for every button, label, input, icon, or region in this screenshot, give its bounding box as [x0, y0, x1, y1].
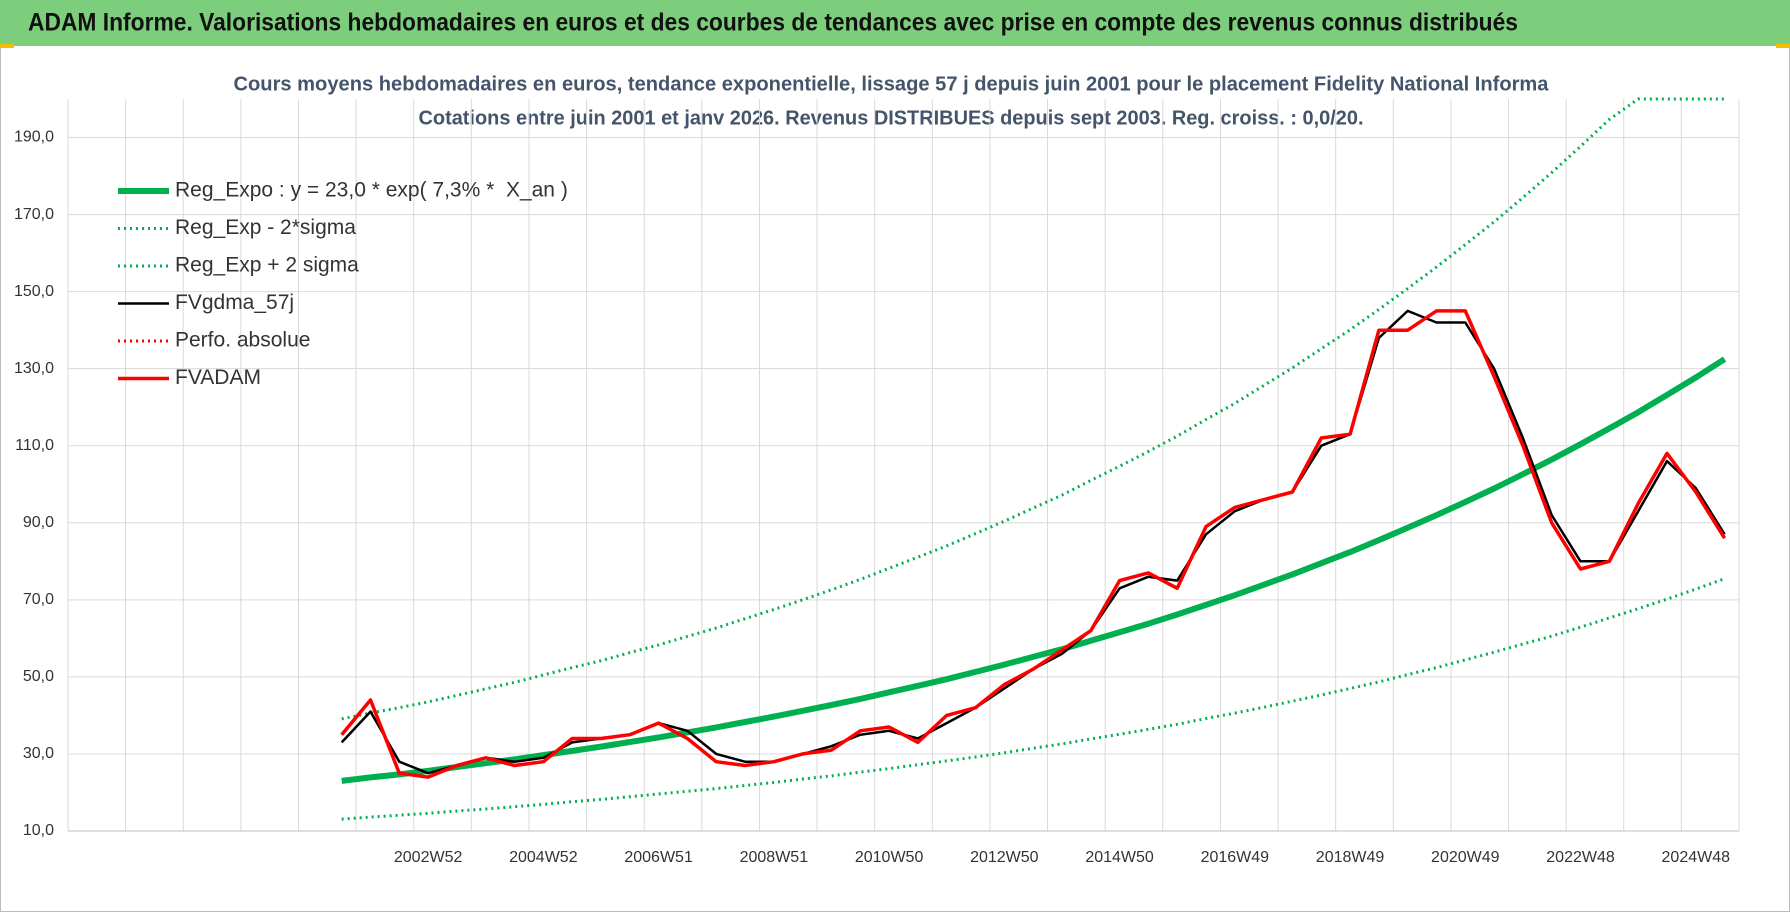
chart-title: Cours moyens hebdomadaires en euros, ten…	[234, 73, 1550, 95]
x-tick-label: 2004W52	[509, 849, 578, 866]
legend-label: FVADAM	[175, 366, 261, 389]
y-tick-label: 190,0	[14, 129, 54, 146]
header-title: ADAM Informe. Valorisations hebdomadaire…	[28, 9, 1518, 37]
header-bar	[0, 0, 1790, 46]
y-tick-label: 130,0	[14, 360, 54, 377]
x-tick-label: 2002W52	[394, 849, 463, 866]
y-tick-label: 170,0	[14, 206, 54, 223]
x-tick-label: 2008W51	[740, 849, 809, 866]
y-tick-label: 30,0	[23, 745, 54, 762]
y-tick-label: 90,0	[23, 514, 54, 531]
x-tick-label: 2016W49	[1201, 849, 1270, 866]
x-tick-label: 2024W48	[1662, 849, 1731, 866]
x-tick-label: 2012W50	[970, 849, 1039, 866]
legend-label: Reg_Exp - 2*sigma	[175, 216, 356, 239]
x-tick-label: 2022W48	[1546, 849, 1615, 866]
y-tick-label: 10,0	[23, 822, 54, 839]
x-tick-label: 2010W50	[855, 849, 924, 866]
x-tick-label: 2006W51	[624, 849, 693, 866]
x-tick-label: 2018W49	[1316, 849, 1385, 866]
legend-label: Reg_Expo : y = 23,0 * exp( 7,3% * X_an )	[175, 179, 568, 202]
legend-label: FVgdma_57j	[175, 291, 294, 314]
legend-label: Reg_Exp + 2 sigma	[175, 254, 359, 277]
y-tick-label: 110,0	[15, 437, 54, 454]
plot: 10,0 30,0 50,0 70,0 90,0 110,0 130,0 150,0 170,0…	[14, 97, 1740, 866]
chart-subtitle: Cotations entre juin 2001 et janv 2026. …	[419, 107, 1364, 129]
series-line	[341, 356, 1727, 784]
y-tick-label: 50,0	[23, 668, 54, 685]
corner-mark	[0, 44, 14, 48]
series-line	[340, 309, 1727, 779]
x-tick-label: 2020W49	[1431, 849, 1500, 866]
y-tick-label: 70,0	[23, 591, 54, 608]
legend-label: Perfo. absolue	[175, 329, 310, 352]
x-tick-label: 2014W50	[1085, 849, 1154, 866]
y-tick-label: 150,0	[14, 283, 54, 300]
corner-mark	[1776, 44, 1790, 48]
